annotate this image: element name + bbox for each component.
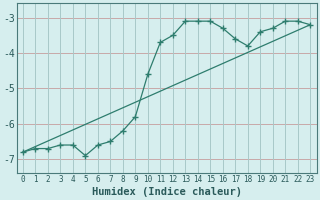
X-axis label: Humidex (Indice chaleur): Humidex (Indice chaleur) — [92, 186, 242, 197]
